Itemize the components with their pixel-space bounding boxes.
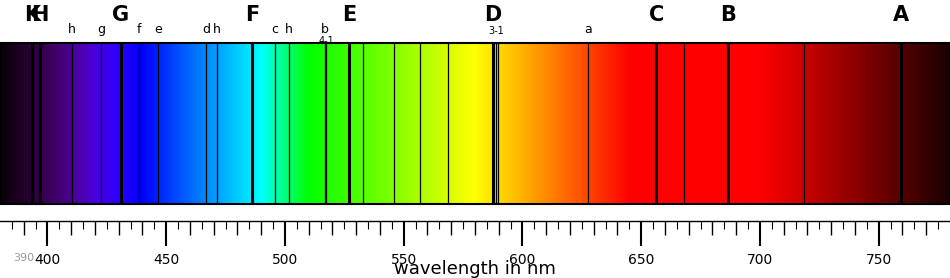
Text: 4-1: 4-1 (318, 36, 334, 46)
Text: a: a (584, 23, 592, 36)
Text: K: K (24, 5, 40, 25)
Text: H: H (31, 5, 48, 25)
Text: 600: 600 (509, 253, 536, 267)
Text: B: B (720, 5, 736, 25)
Text: 3-1: 3-1 (488, 26, 504, 36)
Text: 700: 700 (747, 253, 773, 267)
Text: g: g (98, 23, 105, 36)
Text: e: e (154, 23, 162, 36)
Text: D: D (484, 5, 502, 25)
Text: 750: 750 (865, 253, 892, 267)
Text: d: d (202, 23, 210, 36)
Text: E: E (342, 5, 356, 25)
Text: 550: 550 (390, 253, 417, 267)
Text: c: c (272, 23, 278, 36)
Text: 400: 400 (34, 253, 61, 267)
Text: C: C (649, 5, 664, 25)
Text: h: h (67, 23, 76, 36)
Text: F: F (245, 5, 259, 25)
Text: 500: 500 (272, 253, 298, 267)
Text: 650: 650 (628, 253, 655, 267)
Text: f: f (137, 23, 141, 36)
Bar (0, 43, 950, 204)
Text: 390: 390 (13, 253, 34, 263)
Text: A: A (893, 5, 909, 25)
Text: h: h (285, 23, 293, 36)
Text: 450: 450 (153, 253, 180, 267)
Text: wavelength in nm: wavelength in nm (394, 260, 556, 278)
Text: h: h (213, 23, 220, 36)
Text: G: G (112, 5, 129, 25)
Text: b: b (321, 23, 329, 36)
